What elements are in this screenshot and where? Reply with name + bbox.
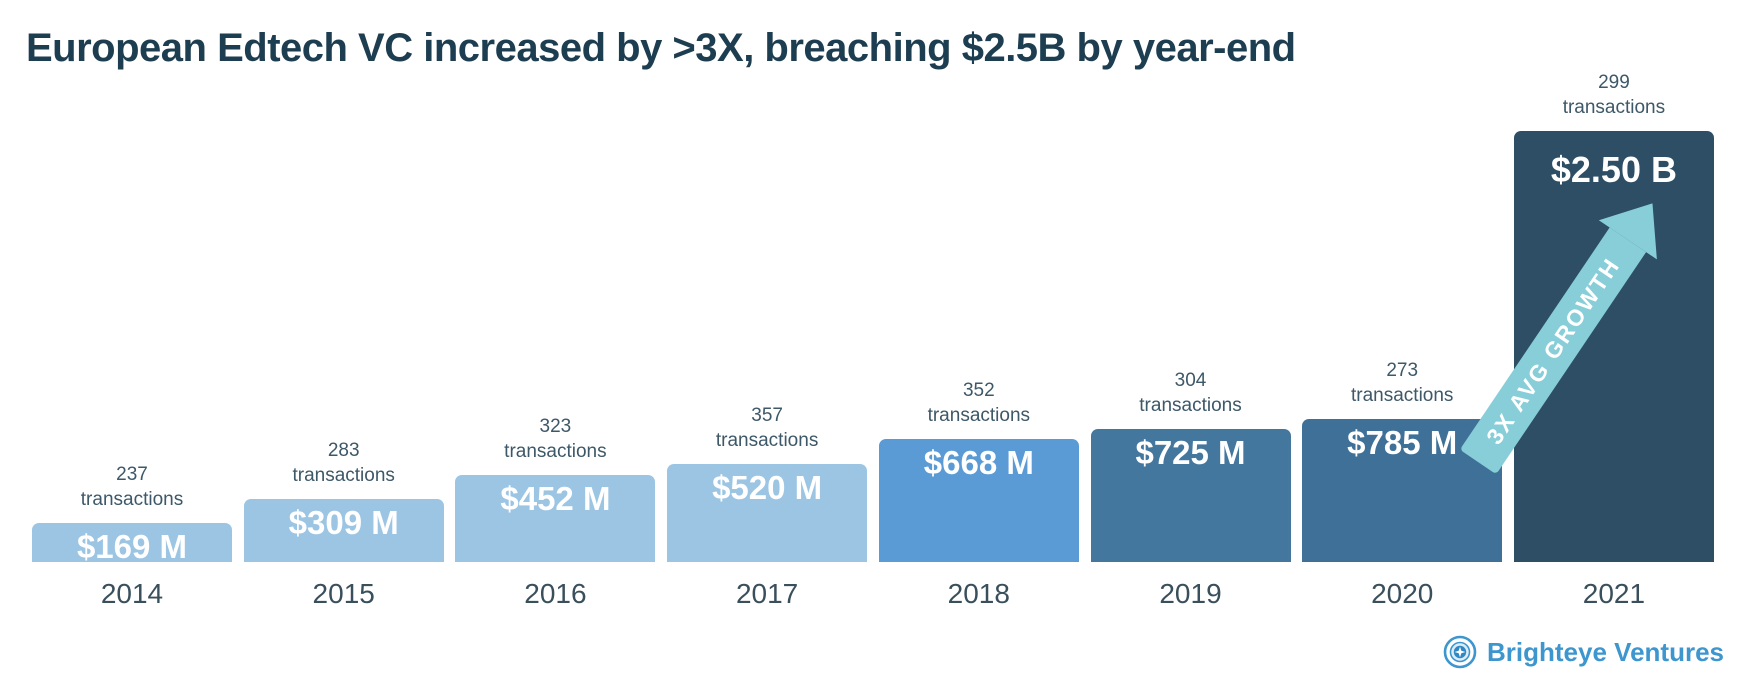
transactions-label-2019: 304 transactions [1139,369,1242,417]
bar-2017: $520 M [667,464,868,562]
bar-group-2019: 304 transactions $725 M 2019 [1090,368,1291,610]
year-label-2016: 2016 [524,578,587,609]
bar-group-2014: 237 transactions $169 M 2014 [32,462,232,610]
bar-2019: $725 M [1090,429,1291,562]
transactions-label-2020: 273 transactions [1350,359,1454,407]
brighteye-eye-icon [1443,635,1477,669]
bar-value-label-2020: $785 M [1347,424,1458,461]
year-label-2014: 2014 [100,578,164,609]
bar-value-label-2016: $452 M [500,480,611,517]
bar-group-2018: 352 transactions $668 M 2018 [878,378,1079,610]
bar-2016: $452 M [455,475,656,562]
bar-group-2020: 273 transactions $785 M 2020 [1302,358,1503,610]
bar-2018: $668 M [878,439,1079,562]
bar-value-label-2021: $2.50 B [1550,149,1677,190]
bar-value-label-2014: $169 M [76,528,188,565]
transactions-label-2015: 283 transactions [292,439,395,487]
bar-2015: $309 M [243,499,444,562]
brand-name: Brighteye Ventures [1487,636,1724,667]
year-label-2019: 2019 [1159,578,1222,609]
year-label-2017: 2017 [735,578,799,609]
transactions-label-2018: 352 transactions [927,379,1031,427]
bar-2014: $169 M [32,523,232,565]
transactions-label-2021: 299 transactions [1562,71,1666,119]
page-title: European Edtech VC increased by >3X, bre… [26,26,1296,70]
bar-value-label-2015: $309 M [288,504,399,541]
bar-group-2015: 283 transactions $309 M 2015 [243,438,444,610]
bar-value-label-2017: $520 M [712,469,823,506]
bar-group-2016: 323 transactions $452 M 2016 [455,414,656,610]
transactions-label-2014: 237 transactions [80,463,184,511]
bar-value-label-2019: $725 M [1135,434,1246,471]
transactions-label-2016: 323 transactions [504,415,607,463]
brand-logo: Brighteye Ventures [1442,634,1724,670]
year-label-2018: 2018 [947,578,1010,609]
bar-value-label-2018: $668 M [923,444,1034,481]
year-label-2021: 2021 [1582,578,1646,609]
year-label-2020: 2020 [1371,578,1434,609]
transactions-label-2017: 357 transactions [715,404,819,452]
year-label-2015: 2015 [312,578,375,609]
bar-group-2017: 357 transactions $520 M 2017 [667,403,868,610]
bar-chart: 237 transactions $169 M 2014 283 transactions… [32,50,1714,610]
